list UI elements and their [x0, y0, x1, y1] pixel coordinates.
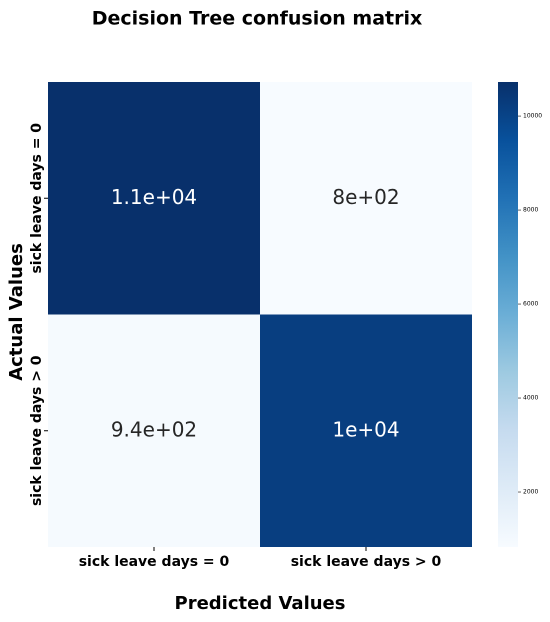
colorbar-tick-label: 4000: [523, 395, 538, 402]
colorbar-tick-label: 10000: [523, 113, 542, 120]
x-tick-label: sick leave days > 0: [291, 554, 442, 570]
y-tick-label: sick leave days > 0: [29, 355, 45, 506]
colorbar-tick-label: 6000: [523, 301, 538, 308]
x-tick-label: sick leave days = 0: [79, 554, 230, 570]
colorbar-tick-label: 2000: [523, 489, 538, 496]
heatmap-cell: [260, 82, 472, 315]
cell-label: 9.4e+02: [111, 417, 197, 441]
chart-title: Decision Tree confusion matrix: [92, 8, 423, 30]
cell-label: 1.1e+04: [111, 185, 197, 209]
cell-label: 8e+02: [332, 185, 399, 209]
heatmap-cell: [260, 314, 472, 547]
y-axis-label: Actual Values: [6, 243, 27, 381]
colorbar-tick-label: 8000: [523, 207, 538, 214]
heatmap-cell: [48, 314, 260, 547]
x-axis-label: Predicted Values: [175, 593, 346, 614]
cell-label: 1e+04: [332, 417, 399, 441]
heatmap-cell: [48, 82, 260, 315]
colorbar: [498, 82, 518, 547]
y-tick-label: sick leave days = 0: [29, 123, 45, 274]
